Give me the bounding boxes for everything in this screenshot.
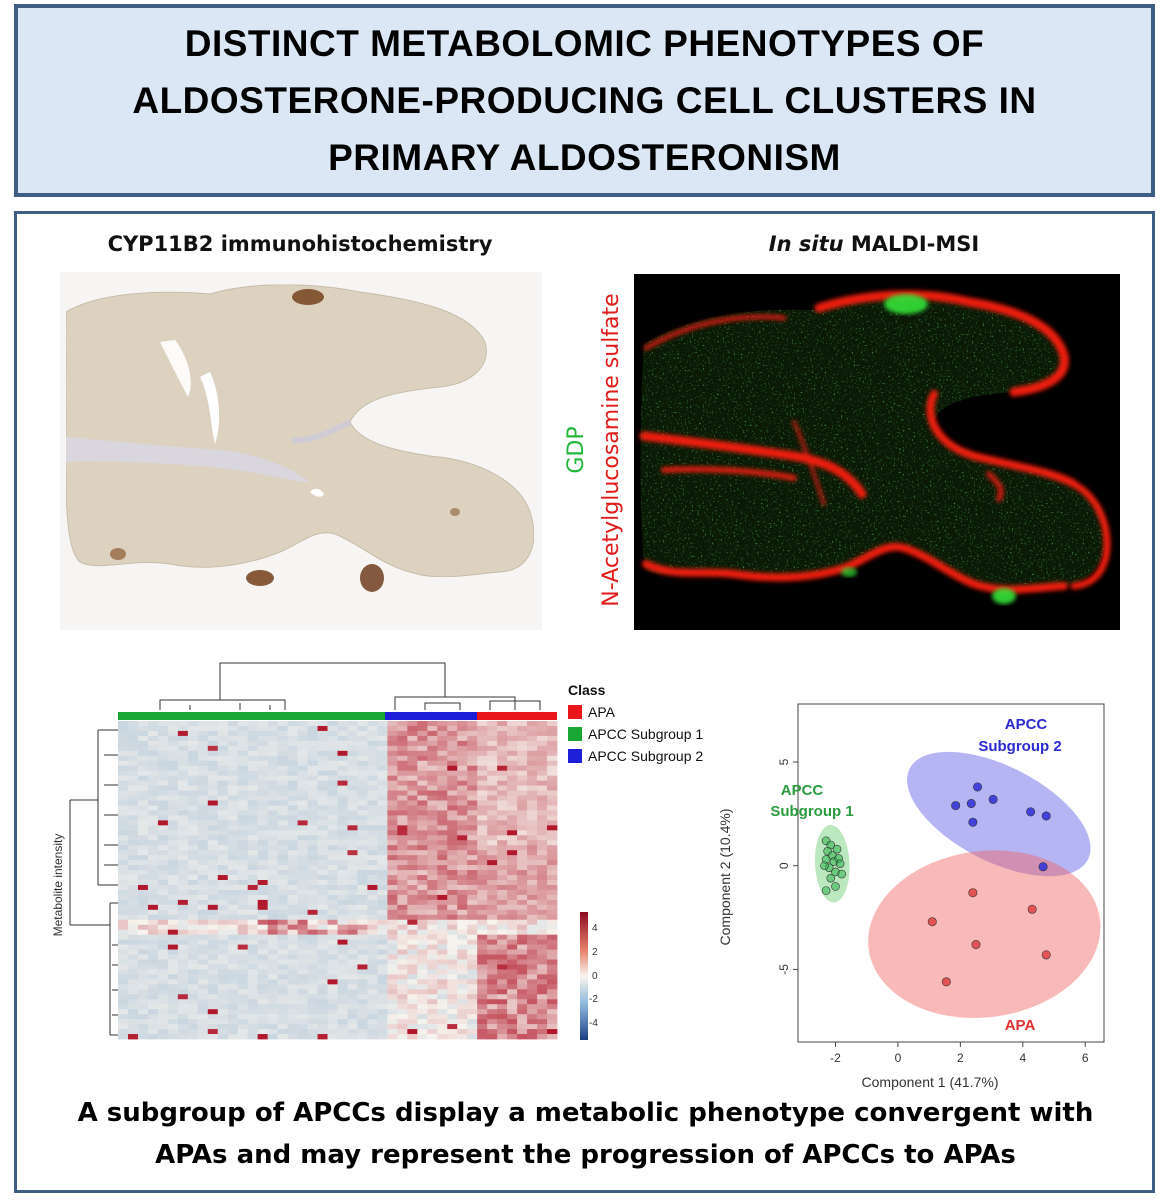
pca-label-apa: APA [1005, 1017, 1036, 1034]
pca-ytick-label: 5 [777, 758, 791, 765]
pca-point [832, 844, 842, 854]
gdp-label: GDP [564, 426, 589, 473]
pca-xtick-label: 2 [957, 1051, 964, 1065]
pca-ylabel: Component 2 (10.4%) [717, 809, 733, 946]
pca-plot-frame [797, 703, 1105, 1043]
pca-xtick-label: -2 [830, 1051, 841, 1065]
heatmap-cells [118, 721, 558, 1040]
title-line-2: ALDOSTERONE-PRODUCING CELL CLUSTERS IN [132, 80, 1037, 121]
pca-points [820, 782, 1051, 987]
color-scale-ticks: 4 2 0 -2 -4 [589, 923, 598, 1029]
pca-point [820, 861, 829, 871]
red-signal [639, 290, 1111, 594]
color-scale-bar [580, 912, 588, 1040]
pca-point [968, 817, 978, 827]
title: DISTINCT METABOLOMIC PHENOTYPES OF ALDOS… [132, 15, 1036, 186]
pca-point [821, 886, 831, 895]
green-signal-2 [992, 588, 1016, 604]
legend-label-apa: APA [588, 704, 615, 720]
legend-swatch-subgroup2 [568, 749, 582, 763]
caption: A subgroup of APCCs display a metabolic … [0, 1092, 1171, 1176]
ihc-tissue-image [60, 272, 542, 630]
pca-point [951, 801, 961, 811]
pca-point [941, 977, 951, 987]
maldi-axis-labels: GDP N-Acetylglucosamine sulfate [564, 293, 624, 606]
pca-point [835, 859, 845, 868]
maldi-msi-image [634, 274, 1120, 630]
heatmap-legend: Class APA APCC Subgroup 1 APCC Subgroup … [568, 682, 703, 764]
pca-xtick-label: 0 [895, 1051, 902, 1065]
class-bar-subgroup1 [118, 712, 385, 720]
title-banner: DISTINCT METABOLOMIC PHENOTYPES OF ALDOS… [14, 4, 1155, 197]
pca-label-subgroup2-a: APCC [1005, 716, 1048, 733]
ihc-panel-label: CYP11B2 immunohistochemistry [107, 232, 493, 256]
pca-point [968, 888, 978, 898]
maldi-label-italic: In situ [768, 232, 844, 256]
pca-label-subgroup1-a: APCC [781, 782, 824, 799]
pca-ellipses [814, 751, 1101, 1018]
row-dendrogram [69, 729, 118, 1036]
legend-label-subgroup2: APCC Subgroup 2 [588, 748, 704, 764]
pca-point [1038, 862, 1048, 872]
pca-xtick-label: 6 [1082, 1051, 1089, 1065]
scale-tick-0: 0 [592, 971, 598, 982]
legend-label-subgroup1: APCC Subgroup 1 [588, 726, 704, 742]
caption-line-2: APAs and may represent the progression o… [155, 1140, 1016, 1170]
green-signal-3 [841, 567, 857, 577]
pca-xtick-label: 4 [1019, 1051, 1026, 1065]
pca-axes: -2 0 2 4 6 5 0 -5 [777, 758, 1089, 1065]
heatmap-ylabel: Metabolite intensity [51, 834, 65, 937]
heatmap: Metabolite intensity 4 2 0 -2 -4 [51, 662, 598, 1040]
pca-point [971, 940, 981, 950]
pca-point [966, 799, 976, 809]
maldi-panel-label: In situ MALDI-MSI [634, 232, 1114, 256]
apcc-stain-5 [450, 508, 460, 516]
apcc-stain-3 [360, 564, 384, 592]
scale-tick-m4: -4 [589, 1018, 598, 1029]
pca-plot: -2 0 2 4 6 5 0 -5 Component 1 (41.7%) Component… [717, 703, 1105, 1090]
pca-xlabel: Component 1 (41.7%) [862, 1074, 999, 1090]
pca-point [1026, 807, 1036, 817]
legend-item-subgroup2: APCC Subgroup 2 [568, 748, 703, 764]
pca-point [927, 917, 937, 927]
pca-ytick-label: 0 [777, 862, 791, 869]
caption-line-1: A subgroup of APCCs display a metabolic … [77, 1098, 1094, 1128]
apcc-stain-4 [110, 548, 126, 560]
apcc-stain-2 [246, 570, 274, 586]
apcc-stain-1 [292, 289, 324, 305]
class-bar-apa [477, 712, 557, 720]
class-bar-subgroup2 [385, 712, 477, 720]
title-line-3: PRIMARY ALDOSTERONISM [328, 137, 841, 178]
legend-item-subgroup1: APCC Subgroup 1 [568, 726, 703, 742]
scale-tick-2: 2 [592, 947, 598, 958]
pca-point [1041, 811, 1051, 821]
legend-swatch-subgroup1 [568, 727, 582, 741]
legend-item-apa: APA [568, 704, 703, 720]
pca-point [1027, 904, 1037, 914]
pca-label-subgroup1-b: Subgroup 1 [770, 803, 853, 820]
pca-point [826, 873, 836, 883]
legend-title: Class [568, 682, 606, 698]
column-dendrogram [159, 662, 541, 710]
pca-ellipse [868, 850, 1101, 1018]
title-line-1: DISTINCT METABOLOMIC PHENOTYPES OF [184, 23, 985, 64]
legend-swatch-apa [568, 705, 582, 719]
pca-point [831, 882, 840, 891]
maldi-label-rest: MALDI-MSI [843, 232, 980, 256]
pca-ytick-label: -5 [777, 964, 791, 975]
pca-point [1041, 950, 1051, 960]
green-signal-1 [884, 294, 928, 314]
pca-point [973, 782, 983, 792]
scale-tick-4: 4 [592, 923, 598, 934]
pca-ellipse [907, 751, 1091, 877]
pca-point [988, 794, 998, 804]
pca-label-subgroup2-b: Subgroup 2 [978, 738, 1061, 755]
pca-point [837, 869, 847, 879]
scale-tick-m2: -2 [589, 994, 598, 1005]
glcnac-sulfate-label: N-Acetylglucosamine sulfate [599, 293, 624, 606]
